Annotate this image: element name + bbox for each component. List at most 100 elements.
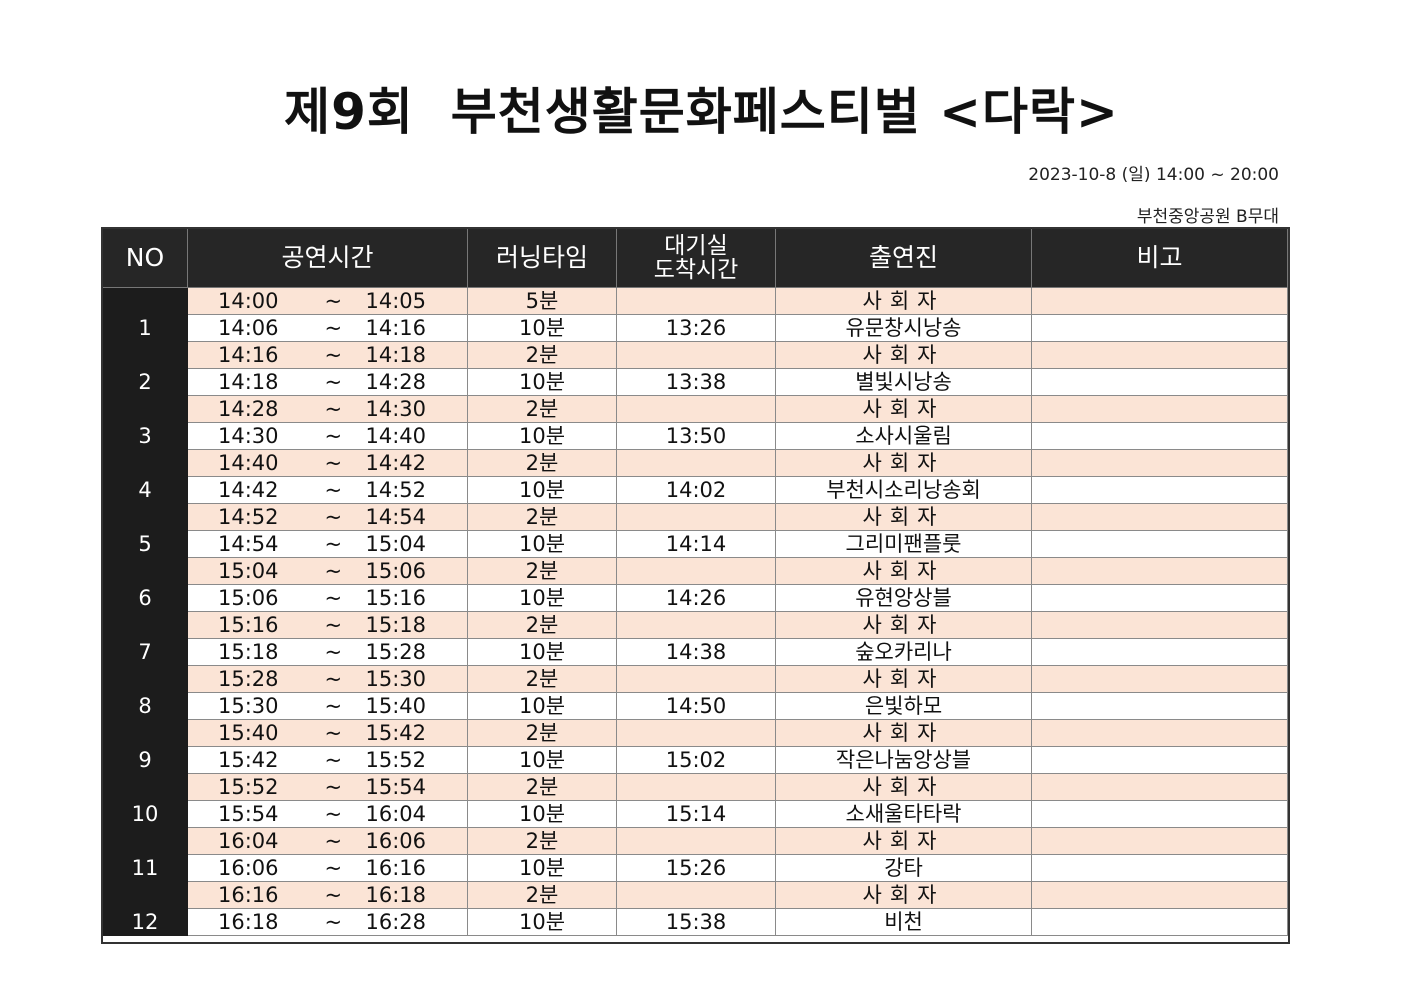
row-number: [102, 773, 188, 801]
start-time: 15:18: [187, 638, 283, 666]
time-separator: ~: [282, 503, 358, 531]
note-cell: [1031, 854, 1289, 882]
performer-name: 강타: [775, 854, 1033, 882]
start-time: 14:00: [187, 287, 283, 315]
start-time: 16:06: [187, 854, 283, 882]
header-arrival-time: 대기실 도착시간: [616, 228, 777, 288]
performer-name: 사회자: [775, 611, 1033, 639]
performance-row: 9 15:42 ~15:52 10분 15:02 작은나눔앙상블: [102, 746, 1289, 774]
note-cell: [1031, 692, 1289, 720]
start-time: 15:30: [187, 692, 283, 720]
running-time: 10분: [467, 422, 618, 450]
arrival-time: [616, 665, 777, 693]
end-time: 15:06: [357, 557, 469, 585]
performer-name: 사회자: [775, 395, 1033, 423]
arrival-time: 13:50: [616, 422, 777, 450]
row-number: 7: [102, 638, 188, 666]
end-time: 15:04: [357, 530, 469, 558]
note-cell: [1031, 638, 1289, 666]
performer-name: 유문창시낭송: [775, 314, 1033, 342]
note-cell: [1031, 422, 1289, 450]
host-row: 14:00 ~14:05 5분 사회자: [102, 287, 1289, 315]
running-time: 2분: [467, 881, 618, 909]
end-time: 14:28: [357, 368, 469, 396]
end-time: 14:54: [357, 503, 469, 531]
start-time: 14:18: [187, 368, 283, 396]
note-cell: [1031, 665, 1289, 693]
end-time: 16:06: [357, 827, 469, 855]
arrival-time: 15:14: [616, 800, 777, 828]
running-time: 10분: [467, 584, 618, 612]
header-arrival-line2: 도착시간: [653, 257, 739, 283]
host-row: 16:16 ~16:18 2분 사회자: [102, 881, 1289, 909]
time-separator: ~: [282, 341, 358, 369]
running-time: 2분: [467, 719, 618, 747]
row-number: 10: [102, 800, 188, 828]
performance-row: 1 14:06 ~14:16 10분 13:26 유문창시낭송: [102, 314, 1289, 342]
note-cell: [1031, 476, 1289, 504]
note-cell: [1031, 584, 1289, 612]
start-time: 15:42: [187, 746, 283, 774]
time-separator: ~: [282, 854, 358, 882]
start-time: 14:06: [187, 314, 283, 342]
end-time: 14:16: [357, 314, 469, 342]
time-separator: ~: [282, 557, 358, 585]
host-row: 15:28 ~15:30 2분 사회자: [102, 665, 1289, 693]
end-time: 15:52: [357, 746, 469, 774]
end-time: 16:28: [357, 908, 469, 936]
running-time: 10분: [467, 314, 618, 342]
time-separator: ~: [282, 611, 358, 639]
running-time: 10분: [467, 746, 618, 774]
performer-name: 부천시소리낭송회: [775, 476, 1033, 504]
running-time: 2분: [467, 503, 618, 531]
note-cell: [1031, 881, 1289, 909]
row-number: [102, 827, 188, 855]
arrival-time: 14:50: [616, 692, 777, 720]
time-separator: ~: [282, 314, 358, 342]
arrival-time: [616, 395, 777, 423]
start-time: 16:16: [187, 881, 283, 909]
performer-name: 사회자: [775, 881, 1033, 909]
start-time: 16:04: [187, 827, 283, 855]
note-cell: [1031, 746, 1289, 774]
start-time: 14:16: [187, 341, 283, 369]
performance-row: 11 16:06 ~16:16 10분 15:26 강타: [102, 854, 1289, 882]
event-date: 2023-10-8 (일) 14:00 ~ 20:00: [1028, 165, 1279, 185]
performance-row: 12 16:18 ~16:28 10분 15:38 비천: [102, 908, 1289, 936]
arrival-time: [616, 611, 777, 639]
time-separator: ~: [282, 773, 358, 801]
time-separator: ~: [282, 368, 358, 396]
host-row: 14:40 ~14:42 2분 사회자: [102, 449, 1289, 477]
page-title: 제9회 부천생활문화페스티벌 <다락>: [284, 83, 1119, 141]
note-cell: [1031, 503, 1289, 531]
schedule-body: 14:00 ~14:05 5분 사회자 1 14:06 ~14:16 10분 13:26 유문창시…: [102, 287, 1289, 936]
end-time: 15:40: [357, 692, 469, 720]
host-row: 15:52 ~15:54 2분 사회자: [102, 773, 1289, 801]
performance-row: 6 15:06 ~15:16 10분 14:26 유현앙상블: [102, 584, 1289, 612]
performer-name: 은빛하모: [775, 692, 1033, 720]
arrival-time: [616, 287, 777, 315]
start-time: 15:54: [187, 800, 283, 828]
note-cell: [1031, 341, 1289, 369]
running-time: 2분: [467, 665, 618, 693]
time-separator: ~: [282, 665, 358, 693]
time-separator: ~: [282, 530, 358, 558]
note-cell: [1031, 530, 1289, 558]
start-time: 15:04: [187, 557, 283, 585]
performance-row: 4 14:42 ~14:52 10분 14:02 부천시소리낭송회: [102, 476, 1289, 504]
note-cell: [1031, 611, 1289, 639]
start-time: 14:30: [187, 422, 283, 450]
performer-name: 사회자: [775, 827, 1033, 855]
running-time: 2분: [467, 557, 618, 585]
host-row: 15:04 ~15:06 2분 사회자: [102, 557, 1289, 585]
performer-name: 유현앙상블: [775, 584, 1033, 612]
start-time: 16:18: [187, 908, 283, 936]
row-number: 6: [102, 584, 188, 612]
end-time: 14:18: [357, 341, 469, 369]
note-cell: [1031, 314, 1289, 342]
row-number: [102, 287, 188, 315]
running-time: 10분: [467, 638, 618, 666]
note-cell: [1031, 368, 1289, 396]
time-separator: ~: [282, 476, 358, 504]
arrival-time: [616, 773, 777, 801]
